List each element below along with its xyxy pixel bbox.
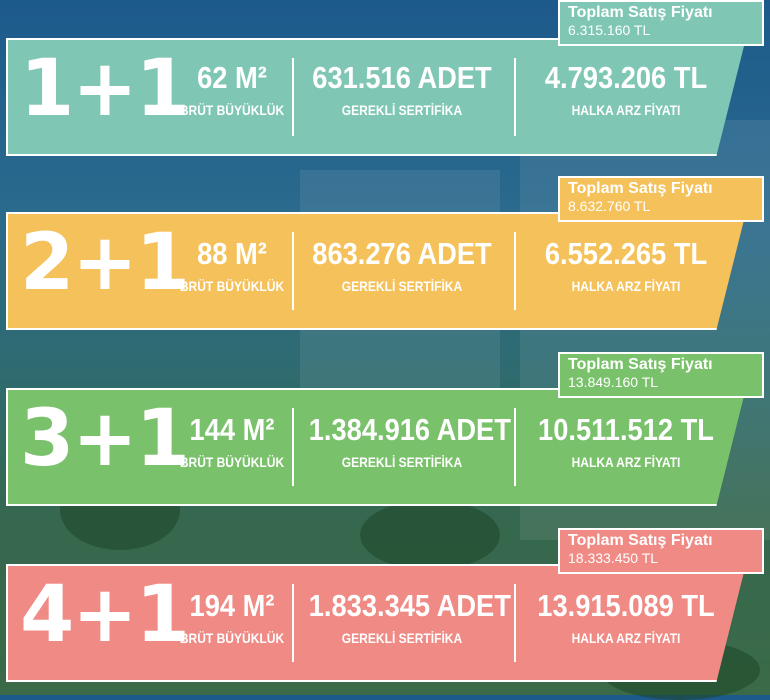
certificate-value: 1.384.916 ADET (308, 412, 511, 447)
ipo-price-label: HALKA ARZ FİYATI (571, 278, 681, 294)
ipo-price-block: 6.552.265 TL HALKA ARZ FİYATI (520, 236, 732, 296)
total-price-tag: Toplam Satış Fiyatı 8.632.760 TL (558, 176, 764, 222)
area-value: 144 M² (189, 412, 275, 447)
unit-band (6, 38, 746, 156)
area-label: BRÜT BÜYÜKLÜK (179, 278, 285, 294)
certificate-block: 1.384.916 ADET GEREKLİ SERTİFİKA (296, 412, 511, 472)
divider (514, 232, 516, 310)
total-price-tag: Toplam Satış Fiyatı 13.849.160 TL (558, 352, 764, 398)
room-type: 3+1 (20, 394, 190, 484)
divider (292, 58, 294, 136)
area-value: 88 M² (197, 236, 267, 271)
total-price-value: 8.632.760 TL (568, 198, 651, 214)
unit-card-2: Toplam Satış Fiyatı 8.632.760 TL 2+1 88 … (0, 176, 770, 330)
area-value: 194 M² (189, 588, 275, 623)
divider (514, 584, 516, 662)
area-block: 88 M² BRÜT BÜYÜKLÜK (168, 236, 296, 296)
ipo-price-value: 4.793.206 TL (544, 60, 708, 95)
room-type: 4+1 (20, 570, 190, 660)
certificate-label: GEREKLİ SERTİFİKA (341, 102, 463, 118)
ipo-price-value: 13.915.089 TL (537, 588, 715, 623)
area-label: BRÜT BÜYÜKLÜK (179, 102, 285, 118)
area-value: 62 M² (197, 60, 267, 95)
unit-band (6, 388, 746, 506)
certificate-block: 1.833.345 ADET GEREKLİ SERTİFİKA (296, 588, 511, 648)
certificate-value: 863.276 ADET (312, 236, 492, 271)
certificate-block: 863.276 ADET GEREKLİ SERTİFİKA (296, 236, 508, 296)
area-label: BRÜT BÜYÜKLÜK (179, 630, 285, 646)
total-price-label: Toplam Satış Fiyatı (568, 532, 713, 549)
certificate-value: 631.516 ADET (312, 60, 492, 95)
divider (514, 408, 516, 486)
unit-band (6, 564, 746, 682)
total-price-value: 18.333.450 TL (568, 550, 659, 566)
divider (292, 232, 294, 310)
total-price-tag: Toplam Satış Fiyatı 18.333.450 TL (558, 528, 764, 574)
total-price-value: 6.315.160 TL (568, 22, 651, 38)
area-block: 144 M² BRÜT BÜYÜKLÜK (168, 412, 296, 472)
ipo-price-value: 6.552.265 TL (544, 236, 708, 271)
certificate-label: GEREKLİ SERTİFİKA (341, 454, 463, 470)
total-price-value: 13.849.160 TL (568, 374, 659, 390)
certificate-block: 631.516 ADET GEREKLİ SERTİFİKA (296, 60, 508, 120)
unit-card-3: Toplam Satış Fiyatı 13.849.160 TL 3+1 14… (0, 352, 770, 506)
unit-card-4: Toplam Satış Fiyatı 18.333.450 TL 4+1 19… (0, 528, 770, 682)
room-type: 2+1 (20, 218, 190, 308)
ipo-price-label: HALKA ARZ FİYATI (571, 454, 681, 470)
area-block: 194 M² BRÜT BÜYÜKLÜK (168, 588, 296, 648)
area-label: BRÜT BÜYÜKLÜK (179, 454, 285, 470)
unit-card-1: Toplam Satış Fiyatı 6.315.160 TL 1+1 62 … (0, 0, 770, 156)
total-price-tag: Toplam Satış Fiyatı 6.315.160 TL (558, 0, 764, 46)
total-price-label: Toplam Satış Fiyatı (568, 4, 713, 21)
background-tree (360, 500, 500, 570)
total-price-label: Toplam Satış Fiyatı (568, 180, 713, 197)
ipo-price-block: 13.915.089 TL HALKA ARZ FİYATI (520, 588, 732, 648)
ipo-price-label: HALKA ARZ FİYATI (571, 102, 681, 118)
ipo-price-block: 4.793.206 TL HALKA ARZ FİYATI (520, 60, 732, 120)
area-block: 62 M² BRÜT BÜYÜKLÜK (168, 60, 296, 120)
ipo-price-block: 10.511.512 TL HALKA ARZ FİYATI (520, 412, 732, 472)
divider (514, 58, 516, 136)
certificate-label: GEREKLİ SERTİFİKA (341, 630, 463, 646)
divider (292, 584, 294, 662)
certificate-value: 1.833.345 ADET (308, 588, 511, 623)
room-type: 1+1 (20, 44, 190, 134)
divider (292, 408, 294, 486)
ipo-price-label: HALKA ARZ FİYATI (571, 630, 681, 646)
ipo-price-value: 10.511.512 TL (538, 412, 714, 447)
total-price-label: Toplam Satış Fiyatı (568, 356, 713, 373)
certificate-label: GEREKLİ SERTİFİKA (341, 278, 463, 294)
